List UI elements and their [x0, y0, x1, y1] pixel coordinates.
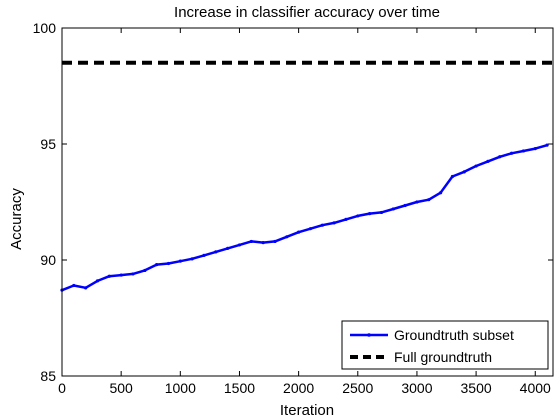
series-point-0-8 — [155, 263, 159, 267]
series-point-0-17 — [261, 241, 265, 245]
x-tick-label-6: 3000 — [401, 380, 432, 396]
series-line-0 — [61, 143, 548, 292]
axes-frame — [61, 27, 554, 377]
series-point-0-24 — [344, 217, 348, 221]
series-point-0-6 — [131, 272, 135, 276]
series-point-0-20 — [297, 230, 301, 234]
y-tick-label-0: 85 — [40, 368, 56, 384]
series-point-0-18 — [273, 239, 277, 244]
series-point-0-21 — [308, 227, 313, 231]
x-tick-label-8: 4000 — [520, 380, 551, 396]
legend-label-1: Full groundtruth — [394, 349, 492, 365]
series-point-0-23 — [332, 221, 336, 225]
series-point-0-7 — [143, 268, 147, 273]
series-point-0-16 — [249, 239, 253, 244]
series-point-0-41 — [545, 143, 549, 147]
legend: Groundtruth subset Full groundtruth — [341, 320, 549, 370]
x-tick-label-3: 1500 — [224, 380, 255, 396]
series-point-0-31 — [427, 198, 431, 202]
series-point-0-27 — [379, 210, 384, 215]
y-tick-label-2: 95 — [40, 136, 56, 152]
series-point-0-32 — [439, 191, 443, 195]
series-point-0-26 — [368, 212, 372, 216]
series-point-0-30 — [415, 200, 419, 204]
series-point-0-4 — [107, 274, 111, 278]
x-tick-label-0: 0 — [58, 380, 66, 396]
series-point-0-34 — [462, 170, 466, 174]
series-point-0-33 — [450, 174, 455, 179]
x-tick-label-4: 2000 — [283, 380, 314, 396]
series-point-0-14 — [226, 246, 230, 250]
series-point-0-12 — [202, 253, 206, 257]
legend-marker-0 — [367, 333, 371, 337]
series-point-0-37 — [498, 155, 502, 159]
axis-ticks: 0 500 1000 1500 2000 2500 3000 3500 4000 85 90 95 10… — [33, 20, 553, 396]
series-point-0-11 — [190, 257, 194, 261]
series-point-0-29 — [403, 203, 407, 208]
x-tick-label-7: 3500 — [461, 380, 492, 396]
x-axis-label: Iteration — [280, 402, 334, 419]
legend-label-0: Groundtruth subset — [394, 327, 514, 343]
series-point-0-39 — [521, 149, 526, 153]
series-point-0-22 — [320, 223, 324, 227]
series-point-0-38 — [509, 151, 514, 155]
x-tick-label-2: 1000 — [165, 380, 196, 396]
x-tick-label-1: 500 — [109, 380, 133, 396]
y-tick-label-1: 90 — [40, 252, 56, 268]
legend-box — [341, 320, 549, 370]
series-point-0-28 — [391, 207, 395, 211]
series-point-0-36 — [486, 159, 490, 163]
x-tick-label-5: 2500 — [342, 380, 373, 396]
series-point-0-40 — [533, 147, 537, 151]
series-point-0-1 — [72, 283, 76, 288]
series-point-0-3 — [95, 279, 100, 283]
series-point-0-10 — [178, 259, 182, 263]
series-point-0-9 — [166, 261, 171, 266]
series-point-0-13 — [214, 250, 218, 254]
y-axis-label: Accuracy — [8, 188, 25, 250]
series-point-0-2 — [84, 286, 88, 290]
plot-area — [60, 60, 553, 292]
y-tick-label-3: 100 — [33, 20, 57, 36]
chart-title: Increase in classifier accuracy over tim… — [174, 4, 440, 21]
series-point-0-5 — [119, 273, 123, 277]
series-point-0-25 — [356, 214, 360, 218]
series-point-0-35 — [474, 164, 478, 168]
series-point-0-15 — [237, 243, 242, 247]
series-point-0-19 — [285, 235, 289, 239]
